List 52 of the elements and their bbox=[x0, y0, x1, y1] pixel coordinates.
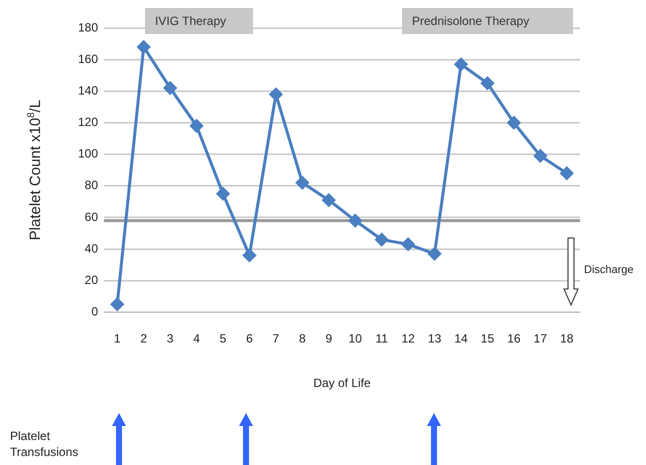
x-tick-label: 17 bbox=[534, 332, 548, 346]
x-tick-label: 4 bbox=[193, 332, 200, 346]
text: Discharge bbox=[584, 263, 635, 278]
point bbox=[216, 187, 230, 200]
point bbox=[402, 238, 415, 251]
x-axis-title: Day of Life bbox=[313, 376, 372, 390]
x-tick-label: 13 bbox=[428, 332, 442, 346]
point bbox=[164, 82, 177, 94]
x-tick-label: 1 bbox=[114, 332, 121, 346]
x-tick-label: 18 bbox=[560, 332, 574, 346]
y-tick-label: 180 bbox=[78, 20, 98, 34]
x-tick-label: 9 bbox=[325, 332, 332, 346]
point bbox=[110, 298, 124, 311]
point bbox=[322, 194, 336, 207]
y-tick-label: 80 bbox=[84, 178, 98, 192]
y-tick-label: 40 bbox=[84, 241, 98, 256]
point bbox=[269, 88, 282, 101]
x-tick-label: 12 bbox=[401, 332, 416, 346]
y-tick-label: 120 bbox=[78, 115, 98, 130]
point bbox=[137, 40, 150, 54]
x-tick-label: 10 bbox=[348, 332, 362, 346]
y-tick-label: 140 bbox=[78, 83, 98, 98]
x-tick-label: 11 bbox=[375, 332, 388, 346]
point bbox=[348, 214, 362, 228]
point bbox=[560, 166, 574, 180]
point bbox=[190, 119, 204, 132]
x-tick-label: 14 bbox=[454, 332, 468, 346]
x-tick-label: 16 bbox=[507, 332, 521, 346]
point bbox=[454, 58, 468, 71]
point bbox=[428, 247, 442, 260]
point bbox=[534, 149, 547, 162]
x-tick-label: 3 bbox=[166, 332, 174, 346]
x-tick-label: 2 bbox=[140, 332, 148, 346]
x-tick-label: 8 bbox=[299, 332, 306, 346]
point bbox=[480, 76, 494, 90]
y-tick-label: 0 bbox=[91, 304, 98, 319]
y-tick-label: 100 bbox=[78, 146, 98, 161]
label-box: IVIG Therapy bbox=[145, 8, 253, 34]
point bbox=[242, 248, 256, 262]
point bbox=[296, 176, 309, 190]
point bbox=[507, 116, 520, 130]
x-tick-label: 6 bbox=[246, 332, 254, 346]
point bbox=[375, 233, 388, 246]
x-tick-label: 7 bbox=[272, 332, 280, 346]
y-tick-label: 20 bbox=[84, 272, 98, 287]
x-tick-label: 5 bbox=[220, 332, 227, 346]
y-axis-title: Platelet Count x108/L bbox=[26, 100, 44, 240]
y-tick-label: 60 bbox=[84, 210, 98, 224]
x-tick-label: 15 bbox=[480, 332, 494, 346]
text: Platelet Transfusions bbox=[10, 428, 80, 460]
y-tick-label: 160 bbox=[78, 52, 98, 66]
label-box: Prednisolone Therapy bbox=[402, 8, 573, 34]
